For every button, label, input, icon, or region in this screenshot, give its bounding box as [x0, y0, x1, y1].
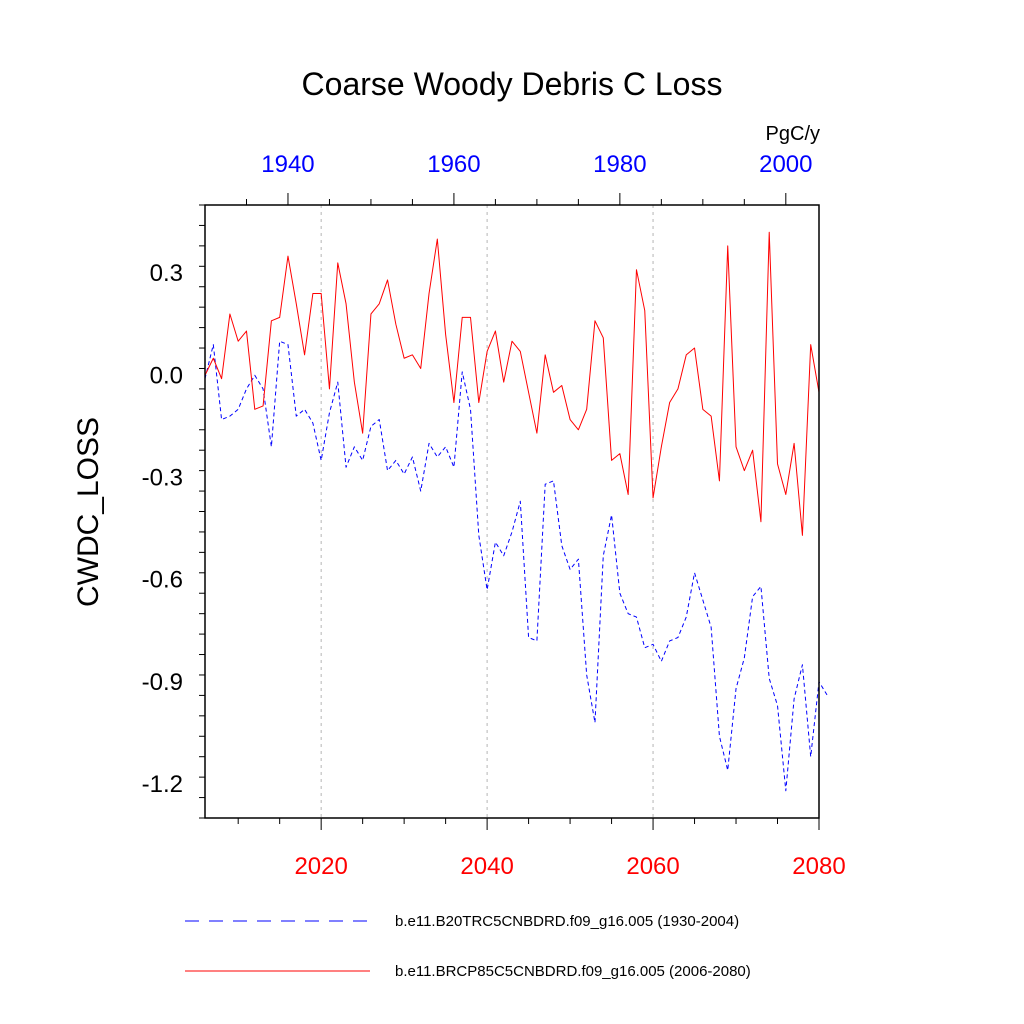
y-tick-label: 0.3: [150, 260, 183, 287]
gridlines: [320, 205, 654, 818]
x-top-tick-label: 2000: [759, 151, 812, 178]
x-bottom-tick-label: 2020: [294, 853, 347, 880]
series-line-rcp85: [204, 231, 820, 536]
series-lines: [204, 231, 828, 792]
x-top-tick-label: 1980: [593, 151, 646, 178]
units-label: PgC/y: [766, 123, 820, 145]
y-axis-label: CWDC_LOSS: [72, 417, 105, 607]
x-bottom-tick-label: 2080: [792, 853, 845, 880]
legend: b.e11.B20TRC5CNBDRD.f09_g16.005 (1930-20…: [185, 913, 751, 980]
chart-title: Coarse Woody Debris C Loss: [302, 66, 723, 102]
x-bottom-tick-label: 2040: [460, 853, 513, 880]
series-line-historical: [204, 340, 828, 792]
y-tick-label: -0.9: [142, 669, 183, 696]
y-tick-label: -0.6: [142, 567, 183, 594]
y-tick-label: -1.2: [142, 771, 183, 798]
axis-ticks: [199, 193, 820, 830]
y-tick-label: -0.3: [142, 464, 183, 491]
y-tick-label: 0.0: [150, 362, 183, 389]
tick-labels: 0.3 0.0 -0.3 -0.6 -0.9 -1.2 2020 2040 2060 2080 19…: [142, 151, 846, 880]
x-top-tick-label: 1940: [261, 151, 314, 178]
plot-frame: [204, 204, 820, 819]
x-top-tick-label: 1960: [427, 151, 480, 178]
legend-label-rcp85: b.e11.BRCP85C5CNBDRD.f09_g16.005 (2006-2…: [395, 963, 751, 980]
legend-label-historical: b.e11.B20TRC5CNBDRD.f09_g16.005 (1930-20…: [395, 913, 739, 930]
x-bottom-tick-label: 2060: [626, 853, 679, 880]
